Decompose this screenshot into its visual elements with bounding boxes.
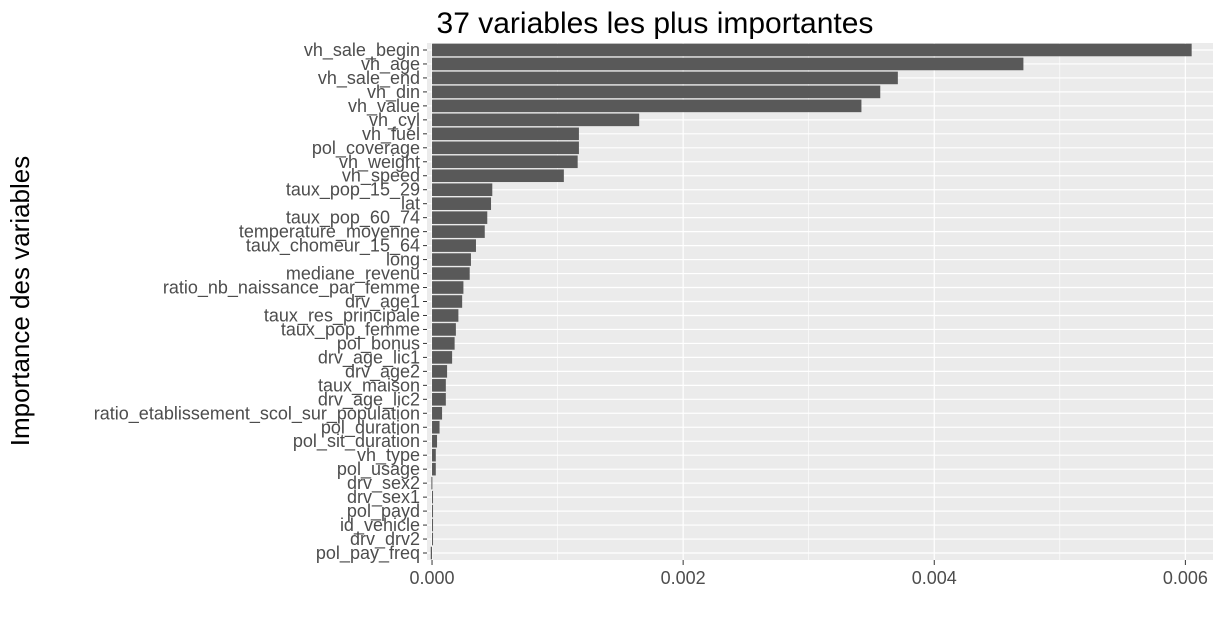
- bar-vh_type: [432, 448, 436, 462]
- y-tick-label: drv_sex1: [347, 487, 420, 508]
- bar-vh_speed: [432, 169, 564, 183]
- bar-lat: [432, 197, 492, 210]
- y-tick-label: taux_pop_15_29: [286, 180, 420, 201]
- bar-vh_sale_end: [432, 71, 898, 85]
- y-tick-label: pol_coverage: [312, 138, 420, 159]
- y-tick-label: vh_fuel: [362, 124, 420, 145]
- y-tick-label: taux_res_principale: [264, 305, 420, 326]
- y-tick-label: long: [386, 250, 420, 270]
- bar-vh_din: [432, 85, 881, 99]
- bar-pol_payd: [432, 504, 434, 518]
- bars-group: [430, 43, 1192, 560]
- bar-taux_chomeur_15_64: [432, 239, 476, 252]
- y-tick-label: vh_sale_begin: [304, 40, 420, 61]
- y-tick-label: taux_chomeur_15_64: [246, 236, 420, 257]
- bar-ratio_nb_naissance_par_femme: [432, 281, 464, 294]
- chart-title: 37 variables les plus importantes: [437, 7, 874, 40]
- y-tick-label: pol_duration: [321, 417, 420, 438]
- y-tick-label: vh_speed: [342, 166, 420, 187]
- bar-vh_cyl: [432, 113, 640, 127]
- bar-pol_sit_duration: [432, 434, 438, 448]
- y-tick-label: vh_value: [348, 96, 420, 117]
- bar-taux_pop_femme: [432, 323, 456, 336]
- bar-vh_fuel: [432, 127, 579, 141]
- bar-mediane_revenu: [432, 267, 470, 280]
- bar-pol_duration: [432, 420, 440, 434]
- y-tick-label: pol_pay_freq: [316, 543, 420, 564]
- y-tick-label: drv_drv2: [350, 529, 420, 550]
- y-tick-label: vh_cyl: [369, 110, 420, 131]
- y-tick-label: pol_usage: [337, 459, 420, 480]
- y-tick-label: ratio_nb_naissance_par_femme: [163, 278, 420, 299]
- bar-pol_usage: [432, 462, 436, 476]
- bar-pol_bonus: [432, 337, 455, 350]
- y-tick-label: drv_age_lic2: [318, 389, 420, 410]
- bar-drv_age2: [432, 365, 448, 378]
- x-tick-label: 0.000: [409, 568, 454, 588]
- y-tick-label: taux_pop_femme: [281, 319, 420, 340]
- y-tick-labels: vh_sale_beginvh_agevh_sale_endvh_dinvh_v…: [94, 40, 427, 564]
- bar-drv_age_lic1: [432, 351, 453, 364]
- y-tick-label: ratio_etablissement_scol_sur_population: [94, 403, 420, 424]
- x-tick-label: 0.002: [661, 568, 706, 588]
- y-tick-label: drv_age2: [345, 361, 420, 382]
- y-tick-label: vh_type: [357, 445, 420, 466]
- bar-pol_coverage: [432, 141, 579, 155]
- y-tick-label: drv_sex2: [347, 473, 420, 494]
- bar-long: [432, 253, 471, 266]
- bar-drv_sex2: [431, 476, 433, 490]
- y-tick-label: drv_age1: [345, 292, 420, 313]
- bar-vh_weight: [432, 155, 578, 169]
- y-tick-label: vh_weight: [339, 152, 420, 173]
- y-tick-label: mediane_revenu: [286, 264, 420, 285]
- y-tick-label: pol_payd: [347, 501, 420, 522]
- bar-vh_age: [432, 57, 1024, 71]
- y-tick-label: drv_age_lic1: [318, 347, 420, 368]
- y-tick-label: temperature_moyenne: [239, 222, 420, 243]
- bar-drv_drv2: [432, 532, 434, 546]
- bar-taux_res_principale: [432, 309, 459, 322]
- bar-temperature_moyenne: [432, 225, 485, 238]
- y-tick-label: id_vehicle: [340, 515, 420, 536]
- bar-taux_maison: [432, 379, 446, 392]
- y-tick-label: lat: [401, 194, 420, 214]
- y-axis-label: Importance des variables: [5, 156, 35, 446]
- bar-vh_sale_begin: [432, 43, 1192, 57]
- x-tick-labels: 0.000 0.002 0.004 0.006: [409, 560, 1208, 588]
- bar-drv_age_lic2: [432, 393, 446, 406]
- x-tick-label: 0.004: [912, 568, 957, 588]
- y-tick-label: vh_sale_end: [318, 68, 420, 89]
- y-tick-label: pol_bonus: [337, 333, 420, 354]
- y-tick-label: taux_pop_60_74: [286, 208, 420, 229]
- y-tick-label: vh_age: [361, 54, 420, 75]
- bar-taux_pop_60_74: [432, 211, 488, 224]
- y-tick-label: vh_din: [367, 82, 420, 103]
- bar-taux_pop_15_29: [432, 183, 493, 197]
- y-tick-label: taux_maison: [318, 375, 420, 396]
- x-tick-label: 0.006: [1163, 568, 1208, 588]
- y-tick-label: pol_sit_duration: [293, 431, 420, 452]
- bar-vh_value: [432, 99, 862, 113]
- bar-drv_age1: [432, 295, 463, 308]
- bar-drv_sex1: [432, 490, 434, 504]
- bar-id_vehicle: [432, 518, 434, 532]
- bar-pol_pay_freq: [430, 546, 433, 560]
- bar-ratio_etablissement_scol_sur_population: [432, 406, 443, 420]
